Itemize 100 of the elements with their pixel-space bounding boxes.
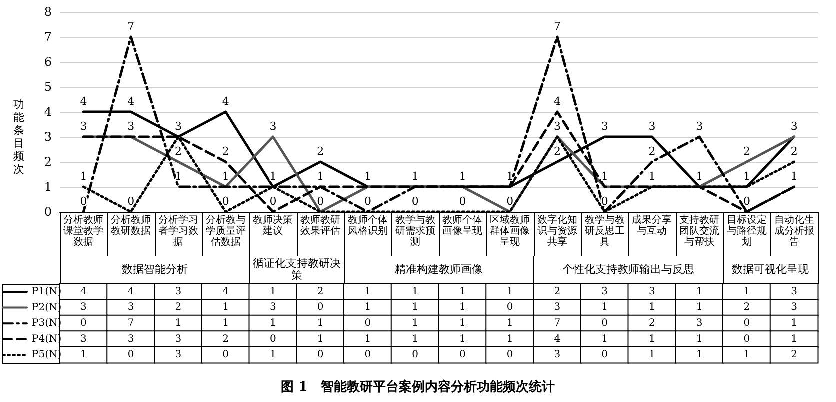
data-label: 1 bbox=[744, 286, 750, 298]
text: 数据智能分析 bbox=[60, 256, 250, 284]
data-label: 1 bbox=[696, 286, 703, 298]
data-label: 1 bbox=[222, 170, 230, 183]
data-label: 7 bbox=[554, 318, 561, 329]
x-tick-label: 分析教师课堂教学数据 bbox=[64, 214, 104, 248]
data-label: 3 bbox=[696, 120, 704, 133]
data-label: 1 bbox=[506, 318, 514, 329]
data-label: 1 bbox=[222, 302, 229, 314]
data-label: 2 bbox=[648, 145, 656, 158]
data-label: 1 bbox=[743, 170, 750, 183]
data-label: 1 bbox=[744, 350, 750, 361]
data-label: 3 bbox=[174, 120, 182, 133]
data-label: 1 bbox=[696, 334, 703, 345]
data-label: 1 bbox=[649, 334, 656, 345]
data-label: 1 bbox=[412, 302, 418, 314]
data-label: 1 bbox=[506, 286, 514, 298]
data-label: 1 bbox=[506, 170, 514, 183]
data-label: 0 bbox=[364, 318, 372, 329]
data-label: 0 bbox=[602, 318, 608, 329]
data-label: 1 bbox=[412, 334, 418, 345]
y-tick-label: 5 bbox=[44, 80, 52, 94]
data-label: 4 bbox=[222, 95, 230, 108]
data-label: 1 bbox=[460, 318, 466, 329]
data-label: 4 bbox=[80, 286, 87, 298]
x-tick-label: 教学与教研反思工具 bbox=[584, 214, 625, 248]
data-label: 1 bbox=[80, 170, 88, 183]
x-tick-label: 教师个体风格识别 bbox=[348, 214, 388, 237]
data-label: 1 bbox=[696, 302, 703, 314]
data-label: 2 bbox=[744, 302, 750, 314]
data-label: 1 bbox=[696, 170, 704, 183]
data-label: 0 bbox=[317, 350, 324, 361]
data-label: 1 bbox=[460, 286, 466, 298]
data-label: 0 bbox=[80, 318, 87, 329]
data-label: 1 bbox=[412, 170, 419, 183]
data-label: 0 bbox=[602, 350, 608, 361]
data-label: 3 bbox=[80, 302, 87, 314]
data-label: 0 bbox=[459, 195, 466, 208]
data-label: 0 bbox=[412, 350, 418, 361]
text: 个性化支持教师输出与反思 bbox=[534, 256, 724, 284]
data-label: 0 bbox=[317, 195, 324, 208]
data-label: 1 bbox=[648, 170, 656, 183]
x-tick-label: 教学与教研需求预测 bbox=[395, 214, 436, 248]
data-label: 1 bbox=[270, 170, 277, 183]
text: 精准构建教师画像 bbox=[344, 256, 534, 284]
data-label: 2 bbox=[554, 145, 561, 158]
data-label: 1 bbox=[270, 350, 276, 361]
data-label: 1 bbox=[412, 286, 418, 298]
data-label: 1 bbox=[460, 334, 466, 345]
data-label: 3 bbox=[128, 120, 135, 133]
data-label: 0 bbox=[743, 195, 750, 208]
text: 图 1 智能教研平台案例内容分析功能频次统计 bbox=[280, 378, 556, 396]
data-label: 0 bbox=[270, 195, 277, 208]
data-label: 1 bbox=[364, 170, 372, 183]
data-label: 2 bbox=[175, 302, 182, 314]
data-label: 4 bbox=[222, 286, 229, 298]
x-tick-label: 支持教研团队交流与帮扶 bbox=[680, 214, 720, 248]
data-label: 1 bbox=[80, 350, 87, 361]
data-label: 1 bbox=[412, 318, 418, 329]
data-label: 1 bbox=[317, 334, 324, 345]
data-label: 3 bbox=[80, 120, 88, 133]
data-label: 1 bbox=[459, 170, 466, 183]
data-label: 0 bbox=[506, 195, 514, 208]
x-tick-label: 教师决策建议 bbox=[253, 214, 294, 237]
data-label: 0 bbox=[128, 350, 134, 361]
data-label: 3 bbox=[602, 286, 608, 298]
data-label: 0 bbox=[128, 195, 135, 208]
data-label: 4 bbox=[128, 95, 135, 108]
data-label: 3 bbox=[80, 334, 87, 345]
x-tick-label: 自动化生成分析报告 bbox=[774, 214, 814, 248]
text: 循证化支持教研决策 bbox=[250, 256, 344, 284]
data-label: 3 bbox=[175, 286, 182, 298]
data-label: 0 bbox=[364, 350, 372, 361]
y-tick-label: 1 bbox=[44, 180, 52, 194]
data-label: 3 bbox=[554, 302, 561, 314]
data-label: 4 bbox=[128, 286, 134, 298]
data-label: 0 bbox=[506, 302, 514, 314]
data-label: 0 bbox=[744, 334, 750, 345]
x-tick-label: 教师教研效果评估 bbox=[300, 215, 341, 237]
y-tick-label: 6 bbox=[44, 55, 52, 69]
data-label: 1 bbox=[649, 350, 656, 361]
data-label: 2 bbox=[317, 286, 324, 298]
data-label: 1 bbox=[364, 302, 372, 314]
data-label: 3 bbox=[270, 302, 276, 314]
data-label: 1 bbox=[790, 170, 798, 183]
data-label: 0 bbox=[364, 195, 372, 208]
x-tick-label: 分析教与学质量评估数据 bbox=[206, 214, 246, 248]
data-label: 3 bbox=[554, 350, 561, 361]
data-label: 1 bbox=[602, 334, 608, 345]
data-label: 7 bbox=[554, 20, 561, 33]
data-label: 3 bbox=[696, 318, 703, 329]
data-label: 0 bbox=[744, 318, 750, 329]
data-label: 3 bbox=[791, 302, 798, 314]
data-label: 2 bbox=[743, 145, 750, 158]
data-label: 1 bbox=[791, 334, 798, 345]
data-label: 3 bbox=[175, 350, 182, 361]
data-label: 2 bbox=[222, 145, 230, 158]
data-label: 7 bbox=[128, 318, 134, 329]
x-tick-label: 成果分享与互动 bbox=[632, 214, 672, 237]
data-label: 3 bbox=[554, 120, 561, 133]
